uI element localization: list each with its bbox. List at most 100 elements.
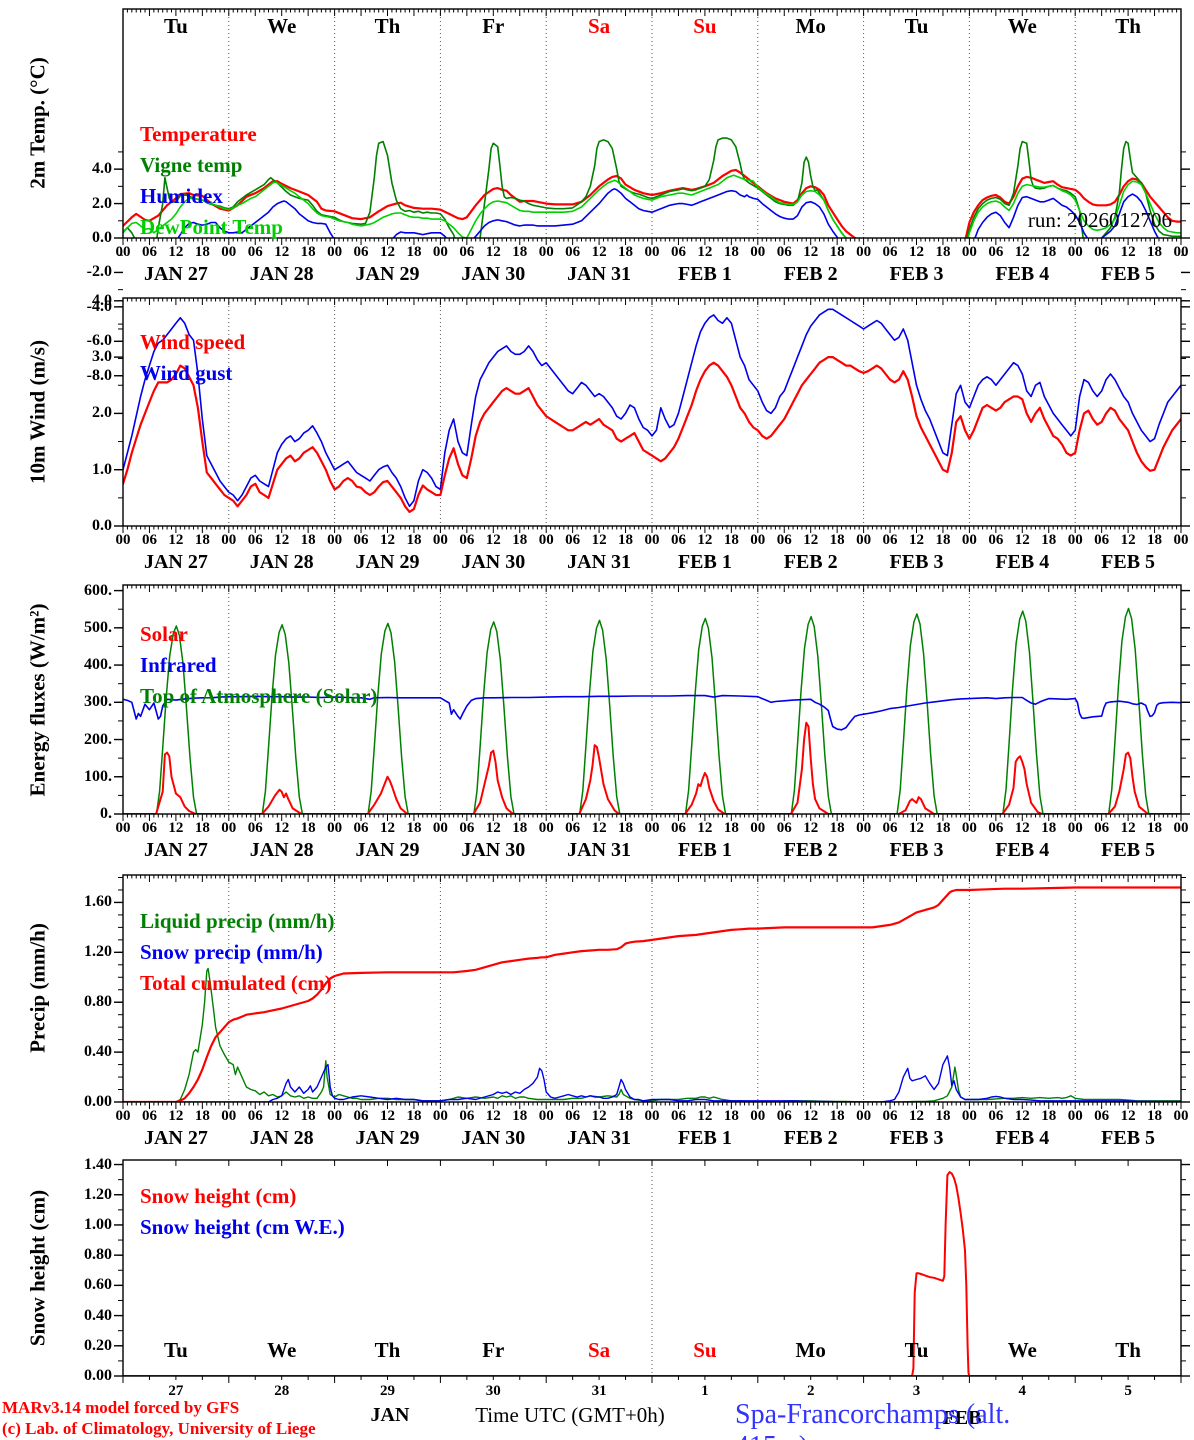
series-snow-height-cm- xyxy=(123,1171,1181,1376)
xtick-hour-label: 00 xyxy=(327,532,343,548)
xtick-hour-label: 00 xyxy=(644,820,660,836)
ytick-label: 4.0 xyxy=(92,160,112,178)
day-name-label: Tu xyxy=(164,1338,188,1362)
date-label: FEB 5 xyxy=(1101,263,1156,285)
xtick-hour-label: 12 xyxy=(380,532,395,548)
xtick-hour-label: 12 xyxy=(909,532,924,548)
date-label: FEB 5 xyxy=(1101,1127,1156,1149)
y-axis-title-wind: 10m Wind (m/s) xyxy=(25,340,50,484)
date-label: FEB 3 xyxy=(889,839,944,861)
xtick-hour-label: 18 xyxy=(300,244,316,260)
ytick-label: 1.20 xyxy=(84,1185,112,1203)
xtick-hour-label: 18 xyxy=(512,244,528,260)
xtick-hour-label: 18 xyxy=(1041,244,1057,260)
xtick-hour-label: 18 xyxy=(618,532,634,548)
series-vigne-temp xyxy=(123,137,1181,238)
xtick-hour-label: 06 xyxy=(670,244,686,260)
month-label-feb: FEB xyxy=(942,1407,982,1429)
xtick-hour-label: 12 xyxy=(1014,1108,1030,1124)
ytick-label: 500. xyxy=(84,618,112,636)
xtick-hour-label: 00 xyxy=(115,532,131,548)
xtick-hour-label: 00 xyxy=(644,532,660,548)
xtick-hour-label: 12 xyxy=(1014,820,1030,836)
date-label: FEB 3 xyxy=(889,1127,944,1149)
date-label: FEB 4 xyxy=(995,263,1050,285)
xtick-hour-label: 12 xyxy=(380,244,395,260)
day-name-label: Th xyxy=(1115,1338,1141,1362)
xtick-hour-label: 06 xyxy=(353,1108,369,1124)
date-label: JAN 29 xyxy=(355,263,420,285)
xtick-hour-label: 18 xyxy=(935,820,951,836)
xtick-hour-label: 00 xyxy=(115,820,131,836)
date-label: FEB 2 xyxy=(783,839,838,861)
xtick-hour-label: 06 xyxy=(459,244,475,260)
xtick-hour-label: 18 xyxy=(723,532,739,548)
series-solar xyxy=(123,721,1181,814)
ytick-label: 1.20 xyxy=(84,943,112,961)
xtick-hour-label: 00 xyxy=(115,1108,131,1124)
xtick-hour-label: 18 xyxy=(618,244,634,260)
xtick-hour-label: 18 xyxy=(1147,820,1163,836)
xtick-hour-label: 18 xyxy=(406,1108,422,1124)
xtick-hour-label: 00 xyxy=(538,244,554,260)
xtick-hour-label: 12 xyxy=(1120,1108,1136,1124)
day-name-label: Su xyxy=(693,1338,717,1362)
xtick-hour-label: 00 xyxy=(961,820,977,836)
xtick-hour-label: 12 xyxy=(697,532,713,548)
xtick-hour-label: 18 xyxy=(829,1108,845,1124)
panel-border xyxy=(122,874,1182,1103)
day-number-label: 3 xyxy=(912,1383,921,1399)
xtick-hour-label: 00 xyxy=(432,820,448,836)
xtick-hour-label: 18 xyxy=(1147,532,1163,548)
xtick-hour-label: 18 xyxy=(1041,1108,1057,1124)
day-name-label: Fr xyxy=(482,14,505,38)
xtick-hour-label: 06 xyxy=(1094,532,1110,548)
day-number-label: 31 xyxy=(591,1383,607,1399)
xtick-hour-label: 12 xyxy=(168,1108,184,1124)
series-humidex xyxy=(177,188,1160,238)
xtick-hour-label: 12 xyxy=(168,820,184,836)
xtick-hour-label: 06 xyxy=(776,1108,792,1124)
series-top-of-atmosphere-solar- xyxy=(123,607,1181,814)
xtick-hour-label: 00 xyxy=(750,1108,766,1124)
legend-solar: Solar xyxy=(140,622,188,646)
xtick-hour-label: 00 xyxy=(1173,820,1189,836)
xtick-hour-label: 12 xyxy=(274,532,290,548)
day-name-label: Mo xyxy=(795,14,826,38)
xtick-hour-label: 00 xyxy=(221,1108,237,1124)
xtick-hour-label: 06 xyxy=(776,244,792,260)
day-name-label: We xyxy=(1007,14,1037,38)
day-name-label: Su xyxy=(693,14,717,38)
xtick-hour-label: 18 xyxy=(829,820,845,836)
xtick-hour-label: 06 xyxy=(353,532,369,548)
date-label: FEB 1 xyxy=(677,839,732,861)
xtick-hour-label: 00 xyxy=(856,244,872,260)
xtick-hour-label: 18 xyxy=(723,1108,739,1124)
date-label: FEB 2 xyxy=(783,263,838,285)
day-name-label: Sa xyxy=(588,14,611,38)
legend-wind-speed: Wind speed xyxy=(140,330,246,354)
xtick-hour-label: 06 xyxy=(247,1108,263,1124)
xtick-hour-label: 12 xyxy=(168,244,184,260)
xtick-hour-label: 06 xyxy=(882,244,898,260)
date-label: JAN 31 xyxy=(567,551,632,573)
day-name-label: Th xyxy=(374,1338,401,1362)
legend-wind-gust: Wind gust xyxy=(140,361,233,385)
date-label: JAN 28 xyxy=(249,551,314,573)
series-infrared xyxy=(123,694,1181,731)
xtick-hour-label: 00 xyxy=(1067,1108,1083,1124)
xtick-hour-label: 12 xyxy=(274,820,290,836)
y-axis-title-energy: Energy fluxes (W/m²) xyxy=(25,603,50,797)
xtick-hour-label: 18 xyxy=(1041,532,1057,548)
xtick-hour-label: 18 xyxy=(829,244,845,260)
xtick-hour-label: 12 xyxy=(591,532,607,548)
day-number-label: 30 xyxy=(485,1383,501,1399)
ytick-label: 0.0 xyxy=(92,229,112,246)
ytick-label: 2.0 xyxy=(92,194,112,212)
ytick-label: 0.40 xyxy=(84,1306,112,1324)
xtick-hour-label: 00 xyxy=(644,1108,660,1124)
xtick-hour-label: 12 xyxy=(697,1108,713,1124)
xtick-hour-label: 06 xyxy=(247,820,263,836)
xtick-hour-label: 00 xyxy=(961,532,977,548)
day-name-label: Th xyxy=(1115,14,1141,38)
